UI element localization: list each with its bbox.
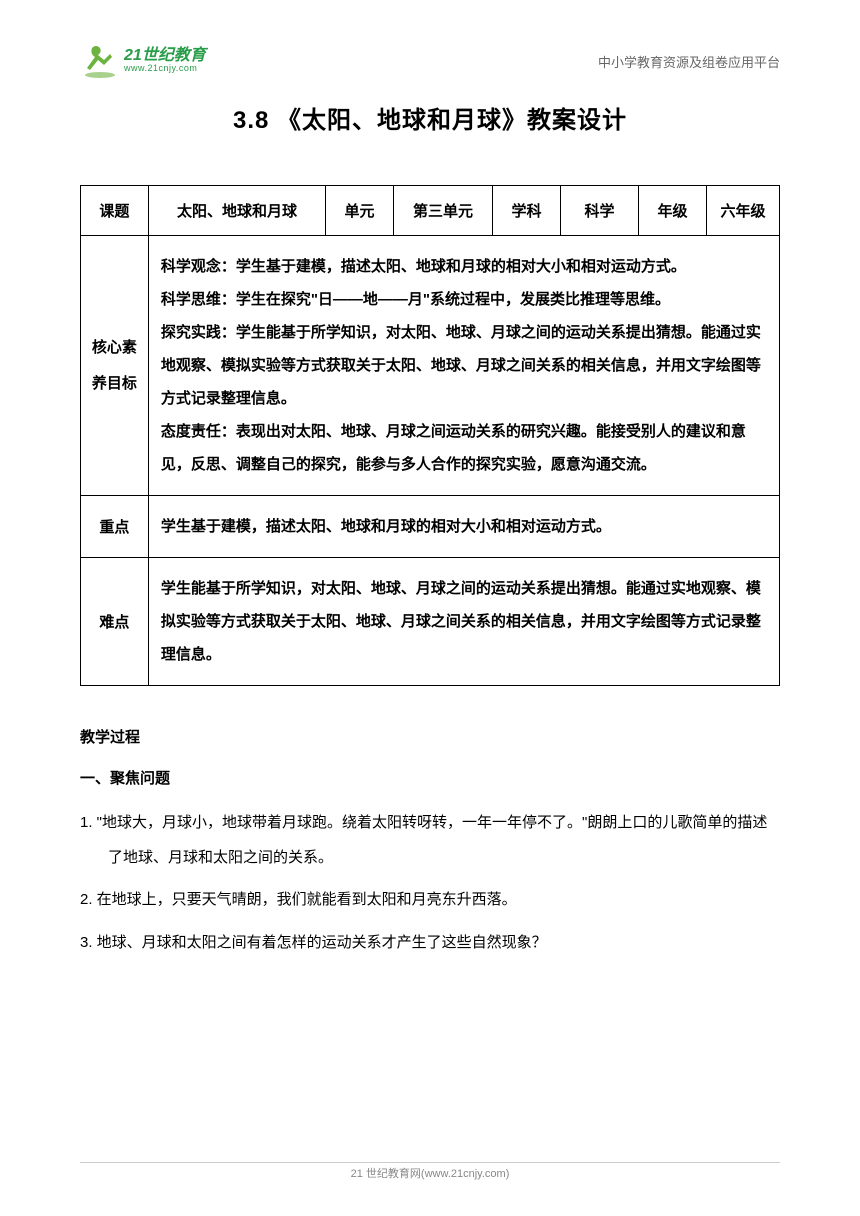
footer-text: 21 世纪教育网(www.21cnjy.com) [351,1168,510,1180]
process-heading: 教学过程 [80,726,780,747]
label-difficulty: 难点 [81,558,149,686]
info-table: 课题 太阳、地球和月球 单元 第三单元 学科 科学 年级 六年级 核心素养目标 … [80,185,780,686]
list-item: 2. 在地球上，只要天气晴朗，我们就能看到太阳和月亮东升西落。 [80,883,780,918]
section1-title: 一、聚焦问题 [80,767,780,788]
list-item: 1. "地球大，月球小，地球带着月球跑。绕着太阳转呀转，一年一年停不了。"朗朗上… [80,806,780,875]
logo-url-text: www.21cnjy.com [124,64,206,73]
label-subject: 学科 [493,186,561,236]
value-core: 科学观念：学生基于建模，描述太阳、地球和月球的相对大小和相对运动方式。 科学思维… [148,236,779,496]
table-row-key: 重点 学生基于建模，描述太阳、地球和月球的相对大小和相对运动方式。 [81,496,780,558]
value-grade: 六年级 [706,186,779,236]
page-footer: 21 世纪教育网(www.21cnjy.com) [0,1162,860,1181]
label-key: 重点 [81,496,149,558]
runner-icon [80,40,120,80]
label-unit: 单元 [326,186,394,236]
value-subject: 科学 [560,186,638,236]
label-topic: 课题 [81,186,149,236]
page-header: 21世纪教育 www.21cnjy.com 中小学教育资源及组卷应用平台 [80,40,780,80]
value-difficulty: 学生能基于所学知识，对太阳、地球、月球之间的运动关系提出猜想。能通过实地观察、模… [148,558,779,686]
value-unit: 第三单元 [393,186,492,236]
header-right-text: 中小学教育资源及组卷应用平台 [598,52,780,71]
logo-cn-text: 21世纪教育 [124,48,206,64]
table-row-basic: 课题 太阳、地球和月球 单元 第三单元 学科 科学 年级 六年级 [81,186,780,236]
list-item: 3. 地球、月球和太阳之间有着怎样的运动关系才产生了这些自然现象？ [80,926,780,961]
label-grade: 年级 [639,186,707,236]
document-title: 3.8 《太阳、地球和月球》教案设计 [80,100,780,135]
label-core: 核心素养目标 [81,236,149,496]
table-row-core: 核心素养目标 科学观念：学生基于建模，描述太阳、地球和月球的相对大小和相对运动方… [81,236,780,496]
table-row-difficulty: 难点 学生能基于所学知识，对太阳、地球、月球之间的运动关系提出猜想。能通过实地观… [81,558,780,686]
value-key: 学生基于建模，描述太阳、地球和月球的相对大小和相对运动方式。 [148,496,779,558]
value-topic: 太阳、地球和月球 [148,186,325,236]
logo: 21世纪教育 www.21cnjy.com [80,40,206,80]
